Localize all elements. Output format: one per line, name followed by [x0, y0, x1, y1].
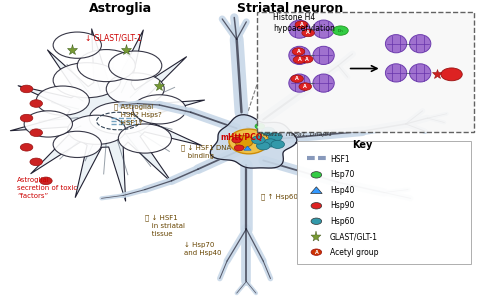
- Ellipse shape: [24, 111, 72, 137]
- Ellipse shape: [289, 46, 310, 65]
- Text: GLAST/GLT-1: GLAST/GLT-1: [330, 232, 378, 241]
- Text: Dn: Dn: [338, 29, 343, 33]
- Text: Hsp70: Hsp70: [330, 170, 354, 179]
- Ellipse shape: [53, 32, 101, 58]
- Circle shape: [302, 29, 314, 37]
- Circle shape: [255, 123, 265, 129]
- Ellipse shape: [53, 131, 101, 158]
- Text: Hsp40: Hsp40: [330, 186, 354, 195]
- Circle shape: [293, 56, 306, 64]
- Ellipse shape: [235, 136, 253, 147]
- Circle shape: [234, 145, 244, 151]
- Circle shape: [20, 114, 33, 122]
- Text: A: A: [299, 22, 303, 27]
- Circle shape: [20, 144, 33, 151]
- Text: ⓘ ↓ HSF1
   in striatal
   tissue: ⓘ ↓ HSF1 in striatal tissue: [145, 215, 185, 237]
- Text: ⓘ Astroglial
   HSR? Hsps?
   HSF1?: ⓘ Astroglial HSR? Hsps? HSF1?: [114, 104, 161, 126]
- Ellipse shape: [385, 35, 407, 53]
- Ellipse shape: [289, 20, 310, 38]
- Circle shape: [333, 26, 348, 35]
- Circle shape: [299, 83, 312, 90]
- Text: A: A: [298, 57, 301, 62]
- Text: Astroglia: Astroglia: [89, 1, 152, 15]
- Polygon shape: [311, 187, 322, 193]
- Text: mHtt/PCQ: mHtt/PCQ: [220, 132, 263, 141]
- Ellipse shape: [77, 50, 135, 82]
- Circle shape: [252, 136, 265, 144]
- Text: ⓘ ↓ HSF1 DNA
   binding: ⓘ ↓ HSF1 DNA binding: [181, 144, 231, 159]
- Circle shape: [300, 55, 313, 63]
- Text: A: A: [295, 76, 299, 81]
- Circle shape: [311, 218, 322, 225]
- Circle shape: [30, 158, 43, 166]
- Circle shape: [441, 68, 462, 81]
- Circle shape: [269, 133, 282, 141]
- Text: Hsp90: Hsp90: [330, 201, 354, 210]
- Circle shape: [20, 85, 33, 93]
- Circle shape: [271, 140, 284, 149]
- Circle shape: [311, 203, 322, 209]
- Ellipse shape: [229, 129, 269, 154]
- Circle shape: [40, 177, 52, 184]
- Text: Astroglial
secretion of toxic
“factors”: Astroglial secretion of toxic “factors”: [17, 177, 77, 199]
- Circle shape: [30, 100, 43, 107]
- Text: Histone H4
hypoacetylation: Histone H4 hypoacetylation: [273, 13, 335, 33]
- Text: HSF1: HSF1: [330, 155, 350, 164]
- Text: A: A: [306, 30, 310, 35]
- Ellipse shape: [109, 51, 162, 80]
- Ellipse shape: [118, 124, 171, 153]
- Circle shape: [311, 172, 322, 178]
- Text: ⓘ ↑ Hsp60: ⓘ ↑ Hsp60: [261, 193, 298, 200]
- Circle shape: [295, 21, 308, 28]
- Polygon shape: [11, 29, 204, 201]
- FancyBboxPatch shape: [297, 141, 471, 264]
- Text: ↓ Hsp70
and Hsp40: ↓ Hsp70 and Hsp40: [184, 242, 221, 257]
- Circle shape: [311, 249, 322, 255]
- Text: Hspa1b, Hspa1, Dnajb1: Hspa1b, Hspa1, Dnajb1: [258, 132, 333, 137]
- Circle shape: [30, 129, 43, 136]
- Ellipse shape: [410, 64, 431, 82]
- Text: Acetyl group: Acetyl group: [330, 248, 378, 257]
- Ellipse shape: [36, 86, 89, 115]
- Ellipse shape: [313, 20, 334, 38]
- Ellipse shape: [89, 102, 152, 134]
- Text: Key: Key: [352, 140, 372, 150]
- Ellipse shape: [385, 64, 407, 82]
- Ellipse shape: [313, 74, 334, 92]
- Ellipse shape: [106, 73, 164, 105]
- Text: ↓ GLAST/GLT-1: ↓ GLAST/GLT-1: [85, 33, 141, 42]
- Polygon shape: [210, 115, 297, 168]
- Ellipse shape: [313, 46, 334, 65]
- Circle shape: [232, 137, 242, 143]
- Text: A: A: [297, 49, 300, 54]
- Ellipse shape: [53, 63, 121, 98]
- Ellipse shape: [410, 35, 431, 53]
- Ellipse shape: [68, 115, 126, 144]
- Text: A: A: [303, 84, 307, 89]
- Circle shape: [256, 142, 270, 150]
- Circle shape: [264, 139, 277, 147]
- Circle shape: [291, 75, 303, 83]
- FancyBboxPatch shape: [257, 13, 474, 132]
- Circle shape: [261, 127, 275, 135]
- Circle shape: [292, 48, 305, 55]
- Text: Hsp60: Hsp60: [330, 217, 354, 226]
- Text: A: A: [305, 57, 309, 62]
- Polygon shape: [244, 146, 251, 150]
- Ellipse shape: [289, 74, 310, 92]
- Ellipse shape: [133, 95, 186, 124]
- Text: A: A: [314, 250, 318, 255]
- Text: Striatal neuron: Striatal neuron: [237, 1, 343, 15]
